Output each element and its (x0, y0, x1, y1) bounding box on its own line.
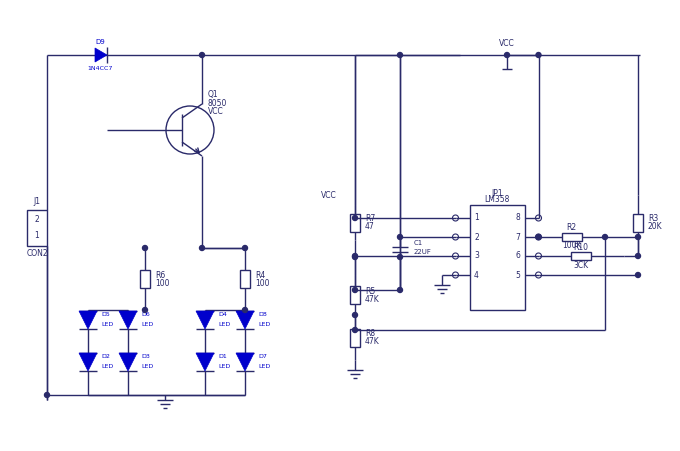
Text: R8: R8 (365, 329, 375, 338)
Circle shape (352, 254, 358, 259)
Text: CON2: CON2 (27, 249, 48, 258)
Circle shape (505, 52, 509, 57)
Polygon shape (95, 48, 107, 62)
Text: D6: D6 (141, 313, 150, 318)
Text: LED: LED (141, 364, 153, 368)
Text: 6: 6 (515, 252, 520, 261)
Text: R7: R7 (365, 214, 375, 223)
Bar (469, 205, 524, 310)
Text: 100K: 100K (562, 241, 581, 250)
Polygon shape (79, 353, 97, 371)
Circle shape (536, 52, 541, 57)
Circle shape (243, 245, 248, 250)
Text: 5: 5 (515, 271, 520, 280)
Text: VCC: VCC (208, 107, 224, 116)
Text: LED: LED (218, 322, 231, 327)
Text: 8050: 8050 (208, 98, 227, 107)
Text: R3: R3 (648, 214, 658, 223)
Circle shape (398, 254, 403, 259)
Circle shape (44, 392, 50, 397)
Circle shape (352, 216, 358, 221)
Polygon shape (236, 353, 254, 371)
Bar (571, 252, 591, 260)
Bar (350, 213, 360, 231)
Text: 22UF: 22UF (414, 249, 432, 255)
Circle shape (636, 272, 641, 277)
Text: D4: D4 (218, 313, 227, 318)
Text: R6: R6 (155, 271, 165, 280)
Text: LED: LED (218, 364, 231, 368)
Bar (140, 270, 150, 288)
Text: LED: LED (258, 364, 270, 368)
Text: R4: R4 (255, 271, 265, 280)
Polygon shape (119, 353, 137, 371)
Polygon shape (79, 311, 97, 329)
Text: R2: R2 (566, 224, 577, 233)
Text: LED: LED (101, 322, 114, 327)
Bar (27, 210, 47, 246)
Text: LED: LED (258, 322, 270, 327)
Circle shape (352, 327, 358, 332)
Circle shape (398, 235, 403, 239)
Text: 3: 3 (474, 252, 479, 261)
Text: 1: 1 (474, 213, 479, 222)
Bar (350, 286, 360, 304)
Circle shape (398, 52, 403, 57)
Text: 20K: 20K (648, 222, 662, 231)
Circle shape (143, 245, 148, 250)
Text: R5: R5 (365, 286, 375, 295)
Circle shape (143, 308, 148, 313)
Text: D7: D7 (258, 354, 267, 359)
Text: D1: D1 (218, 354, 226, 359)
Bar (562, 233, 582, 241)
Text: J1: J1 (33, 198, 41, 207)
Text: 100: 100 (255, 279, 269, 287)
Circle shape (636, 235, 641, 239)
Bar (240, 270, 250, 288)
Circle shape (398, 287, 403, 293)
Text: 4: 4 (474, 271, 479, 280)
Text: VCC: VCC (499, 38, 515, 47)
Text: 8: 8 (515, 213, 520, 222)
Circle shape (352, 287, 358, 293)
Text: 2: 2 (35, 216, 39, 225)
Circle shape (199, 52, 205, 57)
Text: 2: 2 (474, 233, 479, 241)
Text: 1N4CC7: 1N4CC7 (87, 65, 113, 70)
Text: D2: D2 (101, 354, 110, 359)
Text: C1: C1 (414, 240, 423, 246)
Circle shape (352, 253, 358, 258)
Text: 100: 100 (155, 279, 169, 287)
Text: 47: 47 (365, 222, 375, 231)
Text: D8: D8 (258, 313, 267, 318)
Circle shape (199, 245, 205, 250)
Polygon shape (119, 311, 137, 329)
Text: 47K: 47K (365, 337, 379, 346)
Text: 3CK: 3CK (574, 261, 589, 270)
Text: LED: LED (141, 322, 153, 327)
Text: VCC: VCC (321, 190, 337, 199)
Polygon shape (236, 311, 254, 329)
Text: LED: LED (101, 364, 114, 368)
Text: Q1: Q1 (208, 89, 219, 98)
Text: 1: 1 (35, 231, 39, 240)
Text: 7: 7 (515, 233, 520, 241)
Polygon shape (196, 311, 214, 329)
Circle shape (536, 235, 541, 239)
Text: D3: D3 (141, 354, 150, 359)
Circle shape (243, 308, 248, 313)
Text: LM358: LM358 (484, 195, 510, 204)
Text: D5: D5 (101, 313, 109, 318)
Text: R10: R10 (574, 243, 589, 252)
Polygon shape (196, 353, 214, 371)
Text: JP1: JP1 (491, 189, 503, 198)
Text: 47K: 47K (365, 295, 379, 304)
Circle shape (636, 253, 641, 258)
Bar (350, 328, 360, 346)
Circle shape (602, 235, 607, 239)
Circle shape (352, 313, 358, 318)
Text: D9: D9 (95, 39, 105, 45)
Bar (633, 213, 643, 231)
